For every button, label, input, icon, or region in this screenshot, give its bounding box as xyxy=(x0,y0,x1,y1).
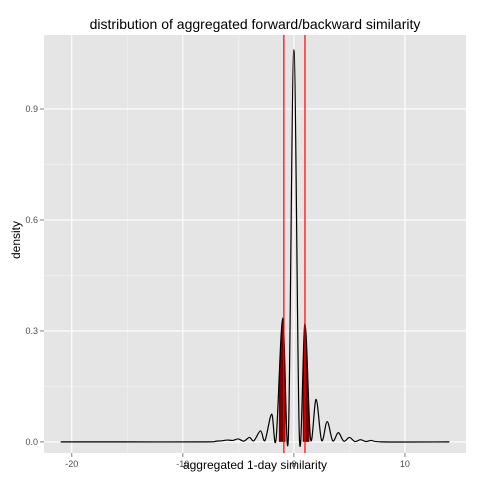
y-tick-label: 0.3 xyxy=(25,326,38,336)
y-tick-label: 0.0 xyxy=(25,437,38,447)
x-tick-label: 0 xyxy=(291,459,296,469)
chart-title: distribution of aggregated forward/backw… xyxy=(90,16,421,32)
x-tick-label: 10 xyxy=(400,459,410,469)
minor-gridlines xyxy=(44,35,466,453)
y-tick-label: 0.6 xyxy=(25,215,38,225)
x-tick-label: -10 xyxy=(176,459,189,469)
x-tick-label: -20 xyxy=(65,459,78,469)
reference-lines xyxy=(283,35,306,453)
x-axis-ticks: -20 -10 0 10 xyxy=(65,453,410,469)
density-curve xyxy=(60,49,450,447)
y-tick-label: 0.9 xyxy=(25,104,38,114)
density-curve-layer xyxy=(60,49,450,447)
y-axis-title: density xyxy=(9,221,23,259)
x-axis-title: aggregated 1-day similarity xyxy=(183,458,327,472)
y-axis-ticks: 0.0 0.3 0.6 0.9 xyxy=(25,104,44,447)
plot-panel xyxy=(44,35,466,453)
